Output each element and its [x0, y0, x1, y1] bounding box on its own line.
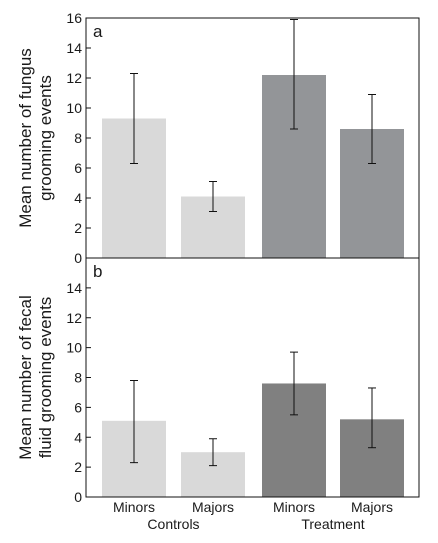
y-tick-label: 4 [74, 190, 82, 206]
y-tick-label: 8 [74, 130, 82, 146]
y-tick-label: 10 [66, 100, 82, 116]
y-tick-label: 6 [74, 160, 82, 176]
y-tick-label: 0 [74, 250, 82, 266]
y-axis-label: grooming events [36, 75, 55, 201]
x-group-label: Treatment [301, 516, 364, 532]
y-tick-label: 2 [74, 220, 82, 236]
panel-letter: a [93, 22, 103, 41]
x-tick-label: Minors [113, 499, 155, 515]
y-tick-label: 6 [74, 399, 82, 415]
y-tick-label: 14 [66, 280, 82, 296]
x-tick-label: Majors [351, 499, 393, 515]
y-tick-label: 8 [74, 370, 82, 386]
x-tick-label: Minors [273, 499, 315, 515]
x-group-label: Controls [147, 516, 199, 532]
x-tick-label: Majors [192, 499, 234, 515]
y-tick-label: 0 [74, 489, 82, 505]
y-tick-label: 12 [66, 310, 82, 326]
y-tick-label: 4 [74, 429, 82, 445]
y-tick-label: 14 [66, 40, 82, 56]
panel-letter: b [93, 262, 102, 281]
y-tick-label: 2 [74, 459, 82, 475]
y-axis-label: fluid grooming events [36, 297, 55, 459]
y-axis-label: Mean number of fecal [16, 295, 35, 459]
y-tick-label: 16 [66, 10, 82, 26]
y-tick-label: 12 [66, 70, 82, 86]
y-axis-label: Mean number of fungus [16, 48, 35, 228]
y-tick-label: 10 [66, 340, 82, 356]
